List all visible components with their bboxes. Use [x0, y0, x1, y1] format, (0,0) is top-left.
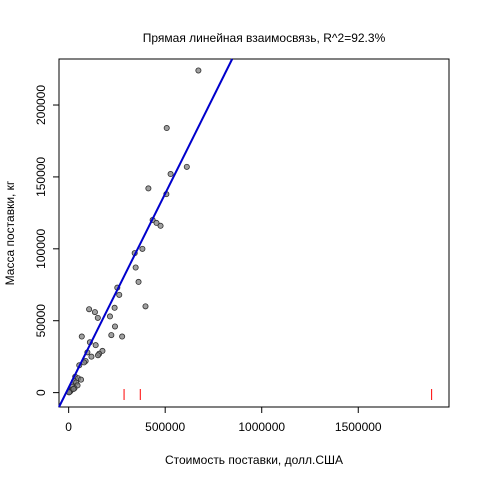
data-point [111, 304, 118, 311]
data-point [78, 333, 85, 340]
data-point [111, 323, 118, 330]
y-axis-title: Масса поставки, кг [3, 180, 17, 285]
data-point [116, 291, 123, 298]
data-point [153, 219, 160, 226]
data-point [145, 185, 152, 192]
y-tick-label: 0 [34, 389, 48, 396]
plot-area-frame [58, 58, 450, 408]
x-tick-label: 1000000 [238, 420, 285, 434]
regression-line [58, 58, 234, 408]
y-axis: 0 50000 100000 150000 200000 [34, 85, 60, 396]
data-points [66, 67, 202, 396]
x-tick-label: 0 [65, 420, 72, 434]
data-point [94, 314, 101, 321]
data-point [183, 163, 190, 170]
regression-line-group [58, 58, 234, 408]
chart-title: Прямая линейная взаимосвязь, R^2=92.3% [143, 31, 386, 45]
y-tick-label: 100000 [34, 228, 48, 268]
data-point [88, 353, 95, 360]
y-tick-label: 150000 [34, 157, 48, 197]
data-point [195, 67, 202, 74]
data-point [132, 264, 139, 271]
data-point [139, 245, 146, 252]
data-point [70, 386, 77, 393]
data-point [78, 376, 85, 383]
data-point [157, 222, 164, 229]
y-tick-label: 50000 [34, 304, 48, 338]
data-point [95, 352, 102, 359]
data-point [119, 333, 126, 340]
data-point [108, 332, 115, 339]
x-tick-label: 500000 [145, 420, 185, 434]
data-point [106, 313, 113, 320]
x-axis-title: Стоимость поставки, долл.США [165, 453, 343, 467]
data-point [91, 309, 98, 316]
data-point [92, 342, 99, 349]
data-point [163, 125, 170, 132]
rug-ticks [123, 389, 433, 400]
x-tick-label: 1500000 [335, 420, 382, 434]
data-point [86, 306, 93, 313]
x-axis: 0 500000 1000000 1500000 [65, 406, 382, 434]
data-point [135, 278, 142, 285]
y-tick-label: 200000 [34, 85, 48, 125]
data-point [142, 303, 149, 310]
data-point [167, 171, 174, 178]
